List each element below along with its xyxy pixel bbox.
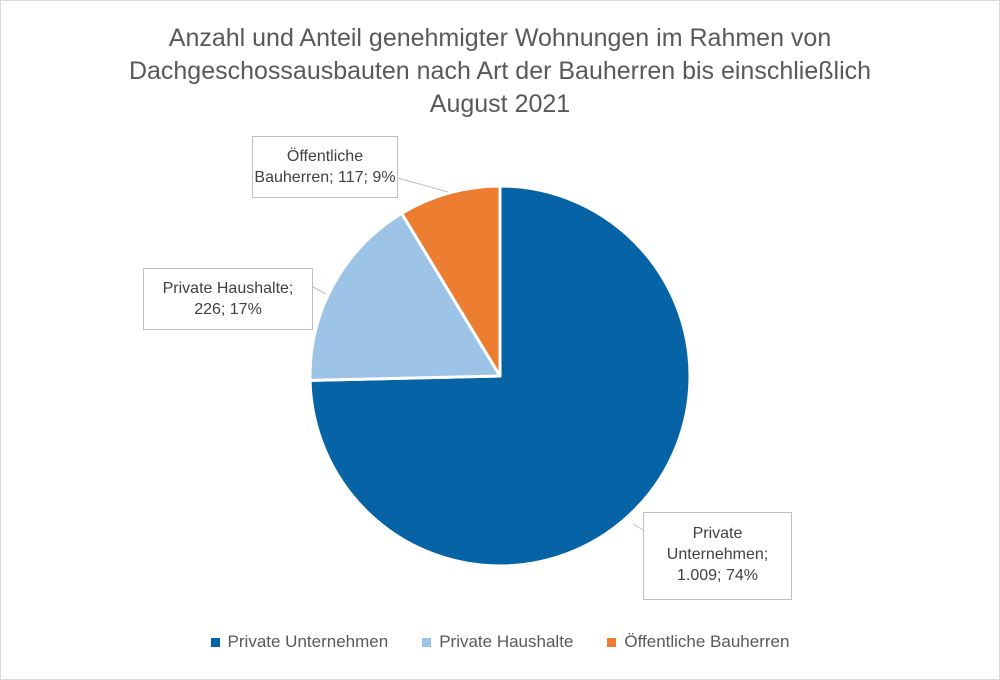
data-label-private-haushalte: Private Haushalte; 226; 17% xyxy=(143,268,313,330)
data-label-unternehmen-line-3: 1.009; 74% xyxy=(677,567,758,584)
legend-label-private-unternehmen: Private Unternehmen xyxy=(227,632,389,651)
data-label-unternehmen-line-2: Unternehmen; xyxy=(666,546,769,563)
pie-slices xyxy=(308,184,692,568)
data-label-haushalte-line-2: 226; 17% xyxy=(194,301,262,318)
chart-title-line-1: Anzahl und Anteil genehmigter Wohnungen … xyxy=(168,24,832,52)
chart-title-line-2: Dachgeschossausbauten nach Art der Bauhe… xyxy=(128,57,872,85)
leader-private-unternehmen xyxy=(632,523,644,531)
chart-legend: Private Unternehmen Private Haushalte Öf… xyxy=(0,632,1000,652)
legend-swatch-private-unternehmen xyxy=(210,637,220,647)
pie-slice-private-haushalte xyxy=(308,211,502,382)
legend-swatch-private-haushalte xyxy=(422,637,432,647)
data-label-oeffentliche-line-2: Bauherren; 117; 9% xyxy=(254,169,396,186)
chart-title-line-3: August 2021 xyxy=(429,90,571,118)
legend-swatch-oeffentliche-bauherren xyxy=(607,637,617,647)
data-label-oeffentliche-line-1: Öffentliche xyxy=(286,148,364,165)
data-label-oeffentliche-bauherren: Öffentliche Bauherren; 117; 9% xyxy=(252,136,398,198)
data-label-private-unternehmen: Private Unternehmen; 1.009; 74% xyxy=(643,512,792,600)
leader-private-haushalte xyxy=(312,286,327,295)
label-leaders xyxy=(312,177,644,531)
data-label-haushalte-line-1: Private Haushalte; xyxy=(162,280,294,297)
legend-item-private-unternehmen: Private Unternehmen xyxy=(210,632,389,652)
legend-item-private-haushalte: Private Haushalte xyxy=(422,632,573,652)
legend-label-private-haushalte: Private Haushalte xyxy=(439,632,574,651)
legend-label-oeffentliche-bauherren: Öffentliche Bauherren xyxy=(624,632,790,651)
leader-oeffentliche-bauherren xyxy=(397,177,449,193)
pie-slice-oeffentliche-bauherren xyxy=(400,184,502,378)
chart-title: Anzahl und Anteil genehmigter Wohnungen … xyxy=(60,22,940,121)
legend-item-oeffentliche-bauherren: Öffentliche Bauherren xyxy=(607,632,789,652)
data-label-unternehmen-line-1: Private xyxy=(692,525,743,542)
